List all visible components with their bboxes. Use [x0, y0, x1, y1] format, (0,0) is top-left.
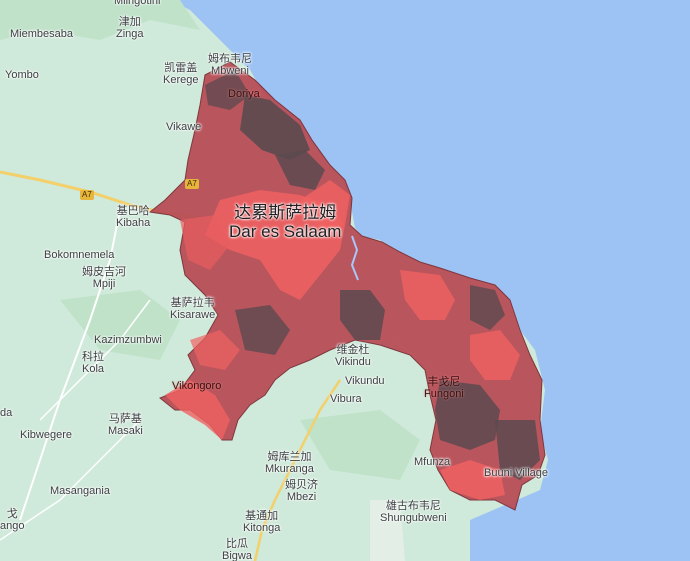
land-patch: [0, 0, 200, 40]
river: [350, 235, 359, 281]
road-minor: [39, 299, 151, 421]
region-dark: [495, 420, 540, 480]
region-light: [205, 190, 345, 300]
region-light: [400, 270, 455, 320]
region-dark: [340, 290, 385, 340]
region-dark: [275, 150, 325, 190]
region-light: [300, 180, 350, 230]
region-dark: [240, 95, 310, 160]
road-minor: [0, 419, 141, 541]
region-dark: [205, 70, 250, 110]
region-light: [165, 380, 230, 440]
region-dark: [435, 380, 500, 450]
land-patch: [60, 290, 180, 360]
land-patch: [370, 500, 405, 561]
road-minor: [19, 209, 121, 521]
road-shield-a7: A7: [80, 190, 94, 200]
choropleth-layer: [148, 61, 546, 511]
road-south: [253, 379, 342, 561]
ocean: [170, 0, 690, 561]
road-shield-a7: A7: [185, 179, 199, 189]
region-dark: [235, 305, 290, 355]
region-light: [190, 330, 240, 370]
region-light: [180, 215, 230, 270]
region-dark: [470, 285, 505, 330]
land-patch: [300, 410, 420, 480]
region-light: [470, 330, 520, 380]
region-light: [440, 460, 505, 500]
